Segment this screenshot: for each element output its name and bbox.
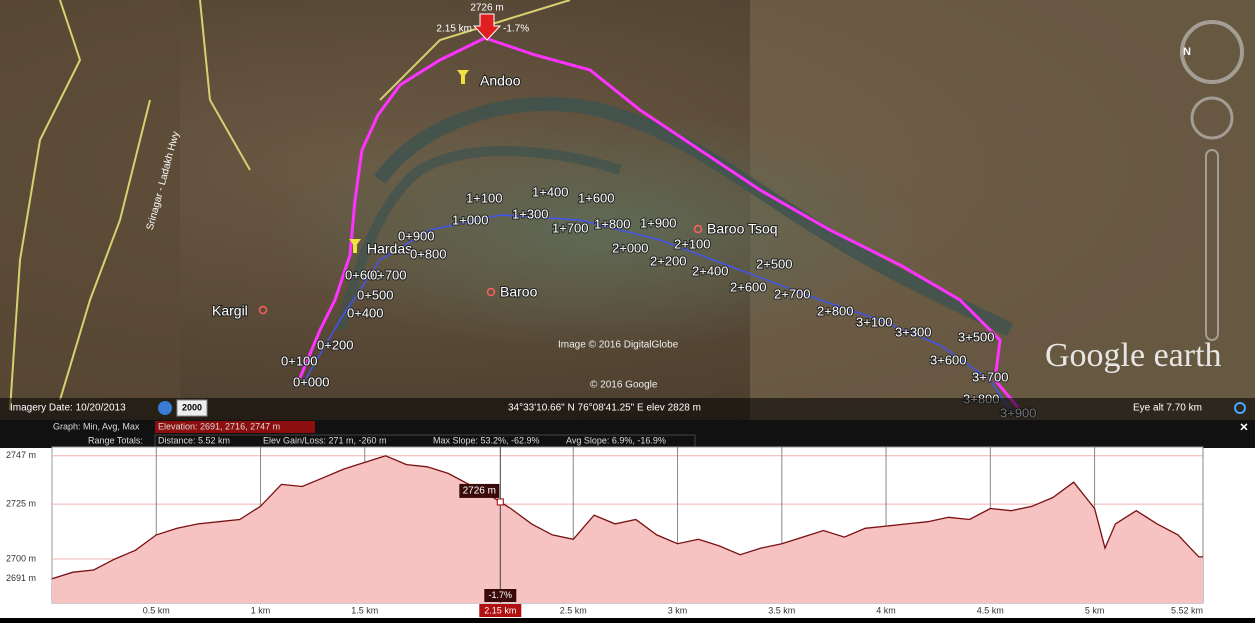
- place-label: Kargil: [212, 303, 248, 319]
- cursor-distance: 2.15 km: [436, 24, 472, 35]
- year: 2000: [182, 402, 202, 412]
- google-earth-window: N 2726 m 2.15 km -1.7% Andoo Hardas Baro…: [0, 0, 1255, 618]
- chainage-label: 3+600: [930, 352, 967, 367]
- y-tick-label: 2747 m: [6, 450, 36, 460]
- logo: Google earth: [1045, 337, 1222, 374]
- chainage-label: 1+900: [640, 215, 677, 230]
- chainage-label: 0+400: [347, 305, 384, 320]
- max-slope: Max Slope: 53.2%, -62.9%: [433, 435, 540, 445]
- history-button[interactable]: [158, 401, 172, 415]
- elevation-chart: 2691 m 2700 m 2725 m 2747 m 0.5 km 1 km 1.5 km…: [6, 447, 1203, 617]
- range-totals: Range Totals:: [88, 435, 143, 445]
- chainage-label: 3+100: [856, 314, 893, 329]
- chainage-label: 2+100: [674, 236, 711, 251]
- x-tick-label: 0.5 km: [143, 605, 170, 615]
- x-tick-label: 2.5 km: [560, 605, 587, 615]
- cursor-point: [497, 499, 503, 505]
- place-label: Baroo Tsoq: [707, 221, 778, 237]
- chainage-label: 0+700: [370, 267, 407, 282]
- graph-label: Graph: Min, Avg, Max: [53, 421, 140, 431]
- chainage-label: 3+300: [895, 324, 932, 339]
- distance: Distance: 5.52 km: [158, 435, 230, 445]
- coordinates: 34°33'10.66" N 76°08'41.25" E elev 2828 …: [508, 403, 701, 414]
- x-tick-label: 1.5 km: [351, 605, 378, 615]
- avg-slope: Avg Slope: 6.9%, -16.9%: [566, 435, 666, 445]
- imagery-credit: Image © 2016 DigitalGlobe: [558, 340, 679, 351]
- y-tick-label: 2691 m: [6, 573, 36, 583]
- chainage-label: 2+400: [692, 263, 729, 278]
- chainage-label: 2+200: [650, 253, 687, 268]
- chainage-label: 0+800: [410, 246, 447, 261]
- x-tick-label: 4.5 km: [977, 605, 1004, 615]
- chainage-label: 1+000: [452, 212, 489, 227]
- chainage-label: 0+200: [317, 337, 354, 352]
- chainage-label: 1+800: [594, 216, 631, 231]
- chainage-label: 1+600: [578, 190, 615, 205]
- y-tick-label: 2725 m: [6, 499, 36, 509]
- x-tick-label: 5.52 km: [1171, 605, 1203, 615]
- x-tick-label: 3.5 km: [768, 605, 795, 615]
- x-tick-label: 4 km: [876, 605, 896, 615]
- close-button[interactable]: ×: [1240, 419, 1248, 435]
- cursor-elevation: 2726 m: [470, 3, 503, 14]
- imagery-date: Imagery Date: 10/20/2013: [10, 403, 126, 414]
- elevation-stats: Elevation: 2691, 2716, 2747 m: [158, 421, 280, 431]
- x-tick-label: 5 km: [1085, 605, 1105, 615]
- chainage-label: 1+400: [532, 184, 569, 199]
- chainage-label: 1+300: [512, 206, 549, 221]
- chainage-label: 0+000: [293, 374, 330, 389]
- chainage-label: 3+700: [972, 369, 1009, 384]
- chainage-label: 2+700: [774, 286, 811, 301]
- cursor-x-label: 2.15 km: [484, 605, 516, 615]
- chainage-label: 1+100: [466, 190, 503, 205]
- y-tick-label: 2700 m: [6, 553, 36, 563]
- x-tick-label: 3 km: [668, 605, 688, 615]
- chainage-label: 3+500: [958, 329, 995, 344]
- chainage-label: 0+900: [398, 228, 435, 243]
- elev-gain-loss: Elev Gain/Loss: 271 m, -260 m: [263, 435, 387, 445]
- chainage-label: 2+800: [817, 303, 854, 318]
- google-credit: © 2016 Google: [590, 380, 658, 391]
- chainage-label: 0+100: [281, 353, 318, 368]
- place-label: Andoo: [480, 73, 521, 89]
- eye-altitude: Eye alt 7.70 km: [1133, 403, 1202, 414]
- chainage-label: 2+000: [612, 240, 649, 255]
- place-label: Baroo: [500, 284, 538, 300]
- cursor-slope-label: -1.7%: [489, 590, 513, 600]
- chainage-label: 1+700: [552, 220, 589, 235]
- compass-n: N: [1183, 46, 1191, 58]
- chainage-label: 2+600: [730, 279, 767, 294]
- chainage-label: 0+500: [357, 287, 394, 302]
- cursor-elev-label: 2726 m: [463, 486, 496, 497]
- chainage-label: 2+500: [756, 256, 793, 271]
- cursor-slope: -1.7%: [503, 24, 529, 35]
- x-tick-label: 1 km: [251, 605, 271, 615]
